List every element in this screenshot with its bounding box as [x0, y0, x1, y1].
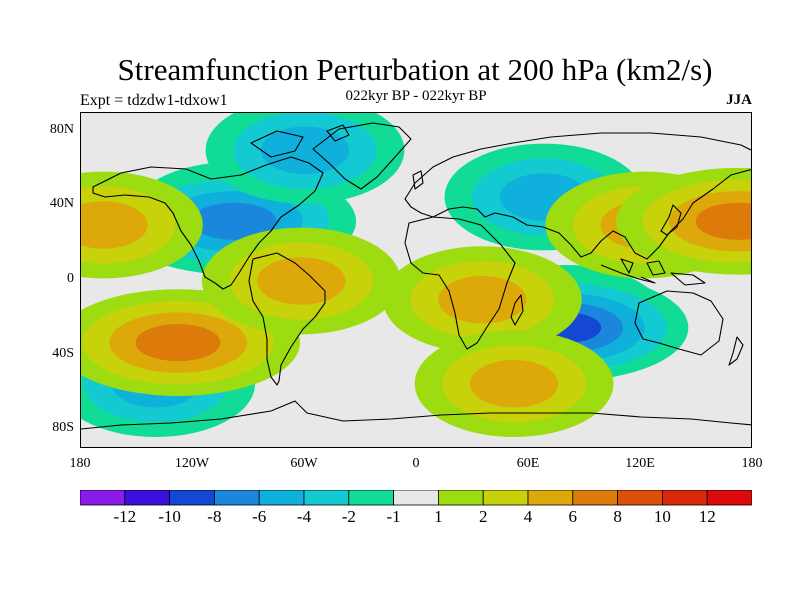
coastline-north-america [92, 156, 324, 290]
colorbar-swatch [706, 490, 752, 506]
colorbar-swatch [482, 490, 529, 506]
colorbar-tick-label: 12 [698, 507, 716, 526]
colorbar-tick-label: -8 [207, 507, 222, 526]
arctic-canada-low-level--4 [260, 126, 350, 175]
colorbar-swatch [303, 490, 350, 506]
x-tick-label: 60W [290, 456, 318, 471]
coastline-japan [660, 204, 682, 236]
coastline-arctic-islands [250, 124, 350, 158]
x-tick-label: 120E [625, 456, 655, 471]
south-america-high-level-4 [257, 257, 346, 305]
coastline-madagascar [510, 294, 524, 326]
colorbar-tick-label: 6 [568, 507, 578, 526]
experiment-label: Expt = tdzdw1-tdxow1 [80, 92, 228, 109]
colorbar-tick-label: 10 [653, 507, 671, 526]
coastline-eurasia [404, 132, 751, 260]
colorbar-tick-label: -1 [386, 507, 401, 526]
season-label: JJA [726, 92, 752, 108]
colorbar-swatch [527, 490, 574, 506]
coastline-south-america [248, 252, 326, 386]
x-tick-label: 60E [516, 456, 540, 471]
north-pacific-high-level-4 [81, 201, 148, 249]
chart-title: Streamfunction Perturbation at 200 hPa (… [117, 52, 713, 87]
coastline-australia [634, 290, 724, 356]
colorbar [80, 490, 752, 506]
coastline-southeast-asia [600, 258, 706, 286]
colorbar-tick-label: 8 [613, 507, 622, 526]
x-tick-label: 180 [741, 456, 763, 471]
colorbar-swatch [80, 490, 126, 506]
colorbar-tick-label: 4 [523, 507, 533, 526]
colorbar-swatch [124, 490, 170, 506]
colorbar-tick-label: -4 [296, 507, 312, 526]
coastline-british-isles [412, 170, 424, 190]
southern-ocean-high-level-4 [469, 359, 559, 408]
coastline-antarctica [81, 400, 751, 430]
colorbar-tick-label: -2 [341, 507, 356, 526]
colorbar-tick-label: 2 [478, 507, 488, 526]
colorbar-tick-label: -12 [113, 507, 137, 526]
west-pacific-high-level-6 [695, 202, 751, 240]
y-tick-label: 40N [49, 196, 74, 212]
y-tick-label: 40S [52, 345, 74, 361]
colorbar-swatch [662, 490, 708, 506]
colorbar-swatch [572, 490, 618, 506]
y-tick-label: 80S [52, 420, 74, 436]
colorbar-swatch [169, 490, 215, 506]
x-tick-label: 0 [412, 456, 420, 471]
colorbar-swatch [393, 490, 439, 506]
colorbar-tick-label: 1 [434, 507, 443, 526]
contour-fills [81, 113, 751, 438]
colorbar-tick-label: -10 [158, 507, 181, 526]
coastlines [81, 122, 751, 430]
south-pacific-high-level-6 [135, 324, 221, 362]
x-tick-label: 180 [69, 456, 91, 471]
africa-high-level-4 [438, 275, 527, 324]
colorbar-swatch [437, 490, 484, 506]
y-tick-label: 80N [49, 121, 74, 137]
period-label: 022kyr BP - 022kyr BP [345, 88, 487, 104]
north-america-low-core-level--6 [191, 202, 277, 240]
colorbar-swatch [258, 490, 305, 506]
colorbar-swatch [348, 490, 394, 506]
map-panel [80, 112, 752, 448]
coastline-new-zealand [728, 336, 744, 366]
coastline-greenland [312, 122, 412, 190]
x-tick-label: 120W [174, 456, 210, 471]
coastline-africa [404, 216, 516, 350]
colorbar-tick-label: -6 [252, 507, 267, 526]
colorbar-swatch [213, 490, 260, 506]
colorbar-swatch [617, 490, 663, 506]
y-tick-label: 0 [67, 271, 74, 286]
contour-map [81, 113, 751, 447]
